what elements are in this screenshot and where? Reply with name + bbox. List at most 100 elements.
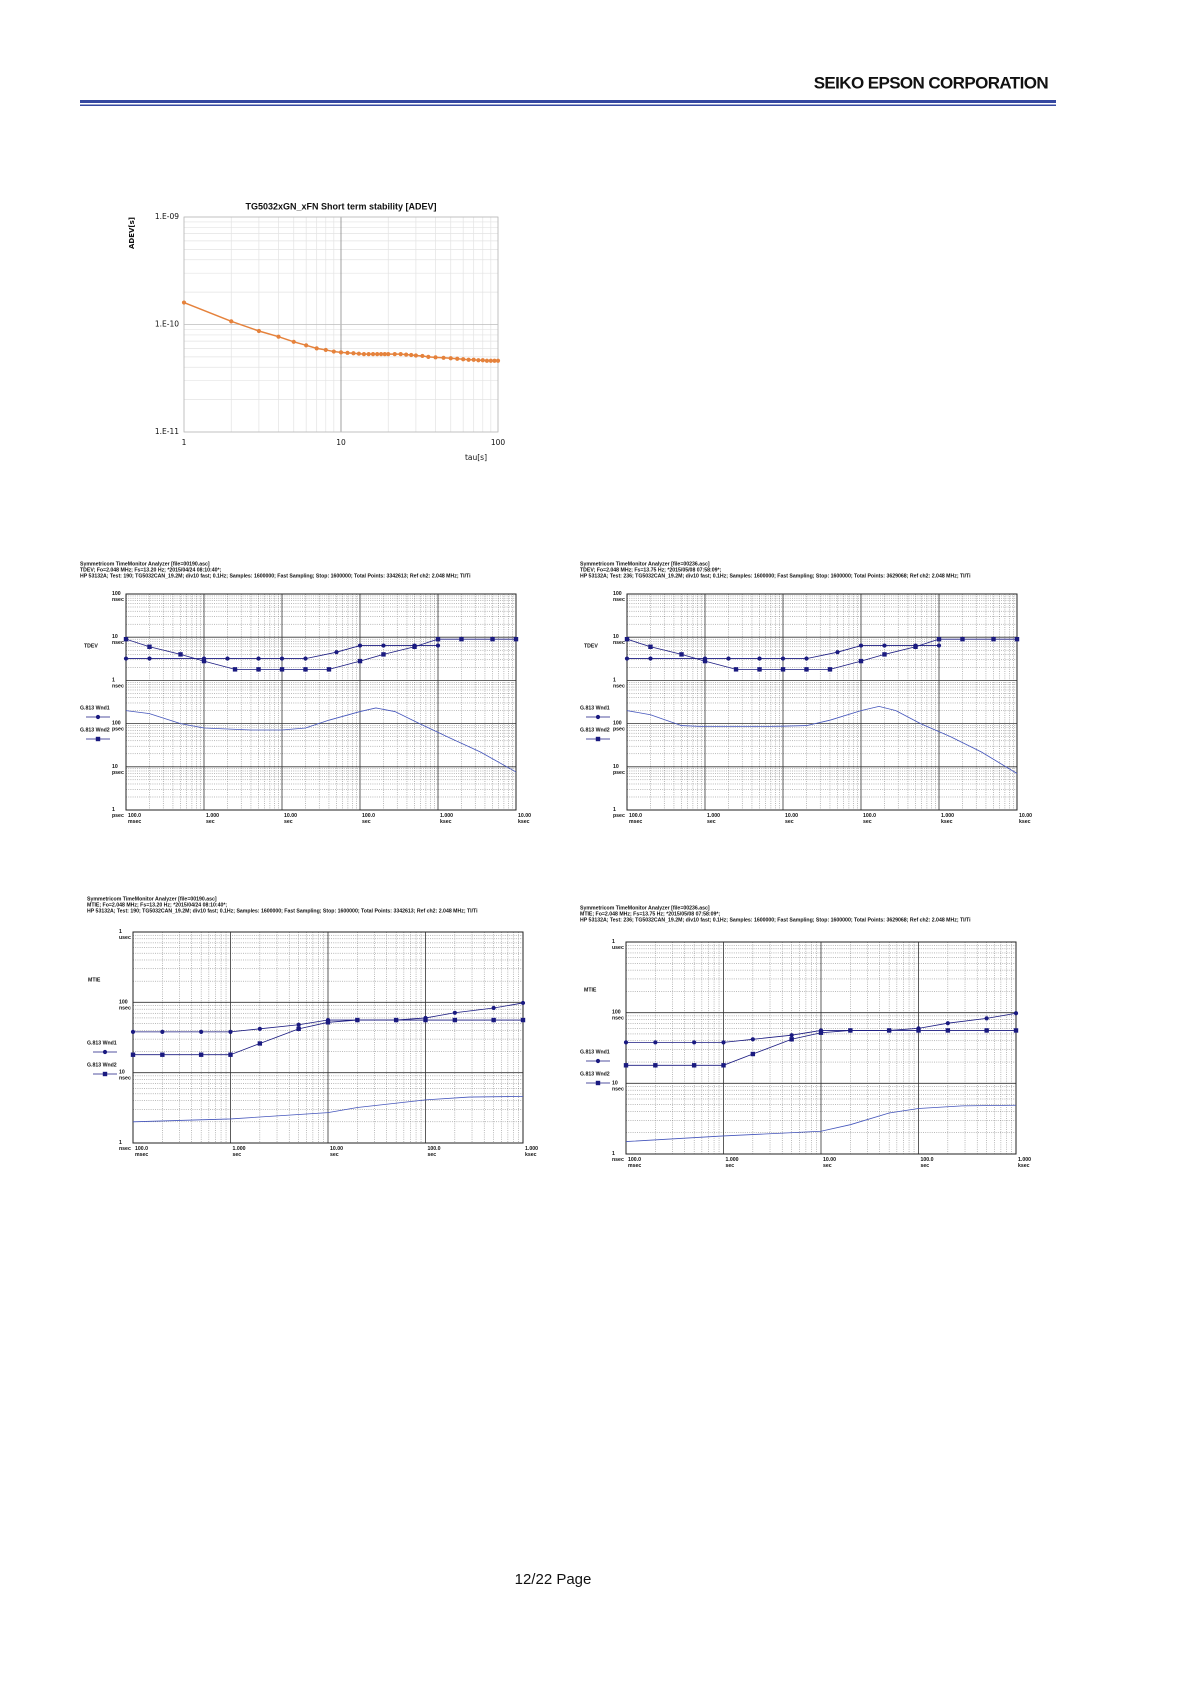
x-tick-label: 10.00 ksec	[518, 813, 531, 825]
marker-square	[256, 667, 261, 672]
series-line	[626, 638, 1017, 670]
marker-circle	[392, 352, 397, 357]
y-tick-label: 10 nsec	[112, 635, 124, 647]
marker-circle	[441, 355, 446, 360]
plot-frame	[132, 931, 524, 1144]
y-tick-label: 1 usec	[612, 939, 624, 951]
company-name: SEIKO EPSON CORPORATION	[814, 73, 1049, 92]
page-number: 12/22 Page	[515, 1571, 592, 1588]
marker-square	[882, 652, 887, 657]
marker-circle	[448, 356, 453, 361]
y-tick-label: 100 psec	[613, 721, 625, 733]
marker-square	[452, 1017, 458, 1023]
series-line	[132, 1095, 524, 1123]
x-tick-label: 1.000 sec	[233, 1146, 246, 1158]
marker-circle	[296, 1022, 301, 1027]
marker-square	[228, 1052, 233, 1057]
marker-square	[623, 1063, 629, 1068]
y-tick-label: 1 psec	[613, 807, 625, 819]
legend-label: G.813 Wnd1	[80, 705, 110, 711]
marker-square	[160, 1052, 165, 1057]
marker-square	[123, 636, 129, 642]
legend-label: G.813 Wnd1	[87, 1040, 117, 1046]
x-tick-label: 100.0 msec	[628, 1157, 641, 1169]
marker-square	[757, 667, 762, 672]
marker-circle	[945, 1021, 950, 1026]
x-tick-label: 1.000 sec	[206, 813, 219, 825]
y-tick-label: 10 nsec	[612, 1081, 624, 1093]
marker-circle	[370, 352, 376, 357]
marker-circle	[488, 358, 493, 363]
marker-square	[648, 644, 653, 649]
x-tick-label: 10.00 sec	[284, 813, 297, 825]
marker-circle	[476, 358, 481, 363]
marker-circle	[386, 352, 391, 357]
marker-circle	[357, 643, 363, 648]
x-tick-label: 10.00 sec	[823, 1157, 836, 1169]
marker-circle	[435, 643, 441, 648]
x-tick-label: 1.000 ksec	[525, 1146, 538, 1158]
marker-circle	[361, 352, 367, 357]
chart-header-line: HP 53132A; Test: 236; TG5032CAN_19.2M; d…	[580, 917, 971, 923]
marker-circle	[804, 656, 809, 661]
y-tick-label: 10 psec	[613, 764, 625, 776]
y-tick-label: 1.E-11	[155, 427, 179, 436]
marker-square	[102, 1071, 108, 1077]
x-tick-label: 1.000 ksec	[440, 813, 453, 825]
chart-header-line: HP 53132A; Test: 236; TG5032CAN_19.2M; d…	[580, 573, 971, 579]
marker-square	[355, 1017, 360, 1023]
marker-circle	[420, 353, 425, 359]
marker-square	[95, 736, 101, 742]
x-tick-label: 1.000 sec	[726, 1157, 739, 1169]
marker-square	[848, 1028, 853, 1033]
series-line	[125, 638, 516, 670]
marker-circle	[102, 1049, 108, 1055]
plot-frame	[626, 593, 1018, 811]
y-axis-label: TDEV	[584, 643, 598, 649]
x-tick-label: 1.000 sec	[707, 813, 720, 825]
legend-label: G.813 Wnd1	[580, 1049, 610, 1055]
marker-square	[459, 636, 464, 642]
marker-circle	[229, 319, 234, 324]
chart-header-line: MTIE; Fo=2.048 MHz; Fs=13.20 Hz; *2015/0…	[87, 902, 227, 908]
marker-square	[945, 1028, 951, 1033]
marker-circle	[409, 352, 414, 358]
x-tick-label: 1.000 ksec	[1018, 1157, 1031, 1169]
marker-circle	[495, 358, 501, 363]
marker-circle	[257, 1026, 262, 1031]
series-line	[626, 705, 1018, 774]
x-tick-label: 1.000 ksec	[941, 813, 954, 825]
y-axis-label: MTIE	[584, 987, 597, 993]
marker-square	[491, 1017, 496, 1023]
marker-circle	[331, 349, 336, 354]
y-tick-label: 1 nsec	[613, 678, 625, 690]
marker-circle	[356, 351, 361, 356]
marker-square	[198, 1052, 204, 1057]
marker-square	[916, 1028, 921, 1033]
marker-circle	[491, 1005, 496, 1011]
x-tick-label: 100.0 sec	[428, 1146, 441, 1158]
marker-square	[296, 1026, 301, 1032]
marker-square	[595, 736, 601, 742]
plot-frame	[183, 216, 499, 433]
marker-circle	[835, 650, 840, 655]
marker-circle	[123, 656, 129, 661]
marker-circle	[595, 1058, 601, 1064]
marker-square	[1014, 636, 1020, 642]
x-tick-label: 10.00 sec	[330, 1146, 343, 1158]
marker-square	[991, 636, 996, 642]
chart-header-line: TDEV; Fo=2.048 MHz; Fs=13.20 Hz; *2015/0…	[80, 567, 222, 573]
marker-square	[818, 1030, 824, 1035]
x-tick-label: 100.0 sec	[921, 1157, 934, 1169]
y-tick-label: 1 nsec	[612, 1151, 624, 1163]
marker-square	[178, 652, 183, 657]
marker-square	[804, 667, 809, 672]
marker-circle	[984, 1016, 989, 1021]
marker-square	[423, 1017, 428, 1023]
legend-label: G.813 Wnd2	[580, 727, 610, 733]
marker-square	[780, 667, 786, 672]
marker-square	[232, 667, 238, 672]
marker-circle	[375, 352, 380, 357]
marker-square	[357, 658, 363, 664]
marker-square	[913, 644, 918, 649]
